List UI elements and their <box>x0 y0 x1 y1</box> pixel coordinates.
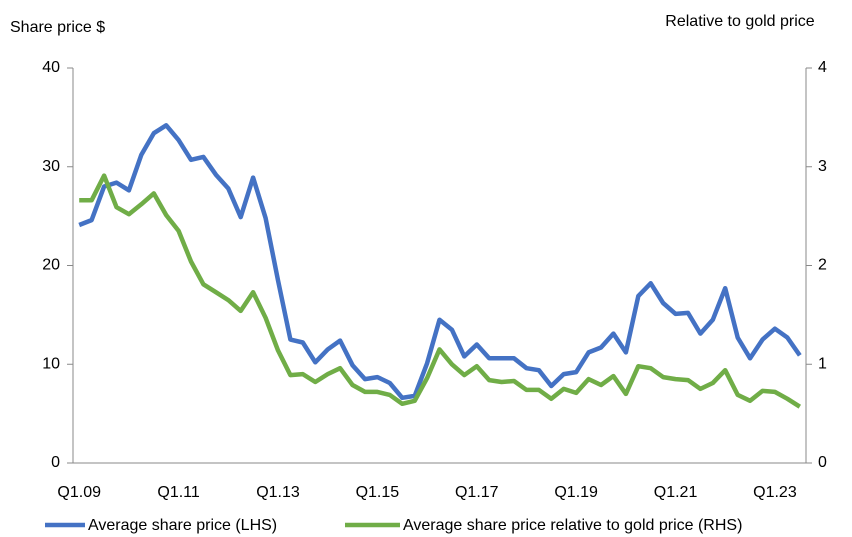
legend-label: Average share price relative to gold pri… <box>403 517 742 534</box>
x-tick-label: Q1.11 <box>157 484 200 501</box>
x-tick-label: Q1.19 <box>554 484 598 501</box>
y-tick-label: 10 <box>42 355 60 372</box>
y2-tick-label: 2 <box>818 257 827 274</box>
series-line <box>78 123 802 401</box>
y-tick-label: 0 <box>51 454 60 471</box>
x-tick-label: Q1.21 <box>654 484 698 501</box>
y-tick-label: 20 <box>42 257 60 274</box>
x-tick-label: Q1.13 <box>256 484 300 501</box>
x-tick-label: Q1.23 <box>753 484 797 501</box>
x-tick-label: Q1.09 <box>57 484 101 501</box>
y-tick-label: 40 <box>42 59 60 76</box>
legend-label: Average share price (LHS) <box>88 517 277 534</box>
y-axis-title: Share price $ <box>10 19 106 36</box>
y-tick-label: 30 <box>42 158 60 175</box>
x-tick-label: Q1.15 <box>356 484 400 501</box>
x-tick-label: Q1.17 <box>455 484 499 501</box>
y2-tick-label: 0 <box>818 454 827 471</box>
y2-axis-title: Relative to gold price <box>665 13 815 30</box>
y2-tick-label: 1 <box>818 355 827 372</box>
y2-tick-label: 3 <box>818 158 827 175</box>
y2-tick-label: 4 <box>818 59 827 76</box>
series-line <box>79 173 802 409</box>
